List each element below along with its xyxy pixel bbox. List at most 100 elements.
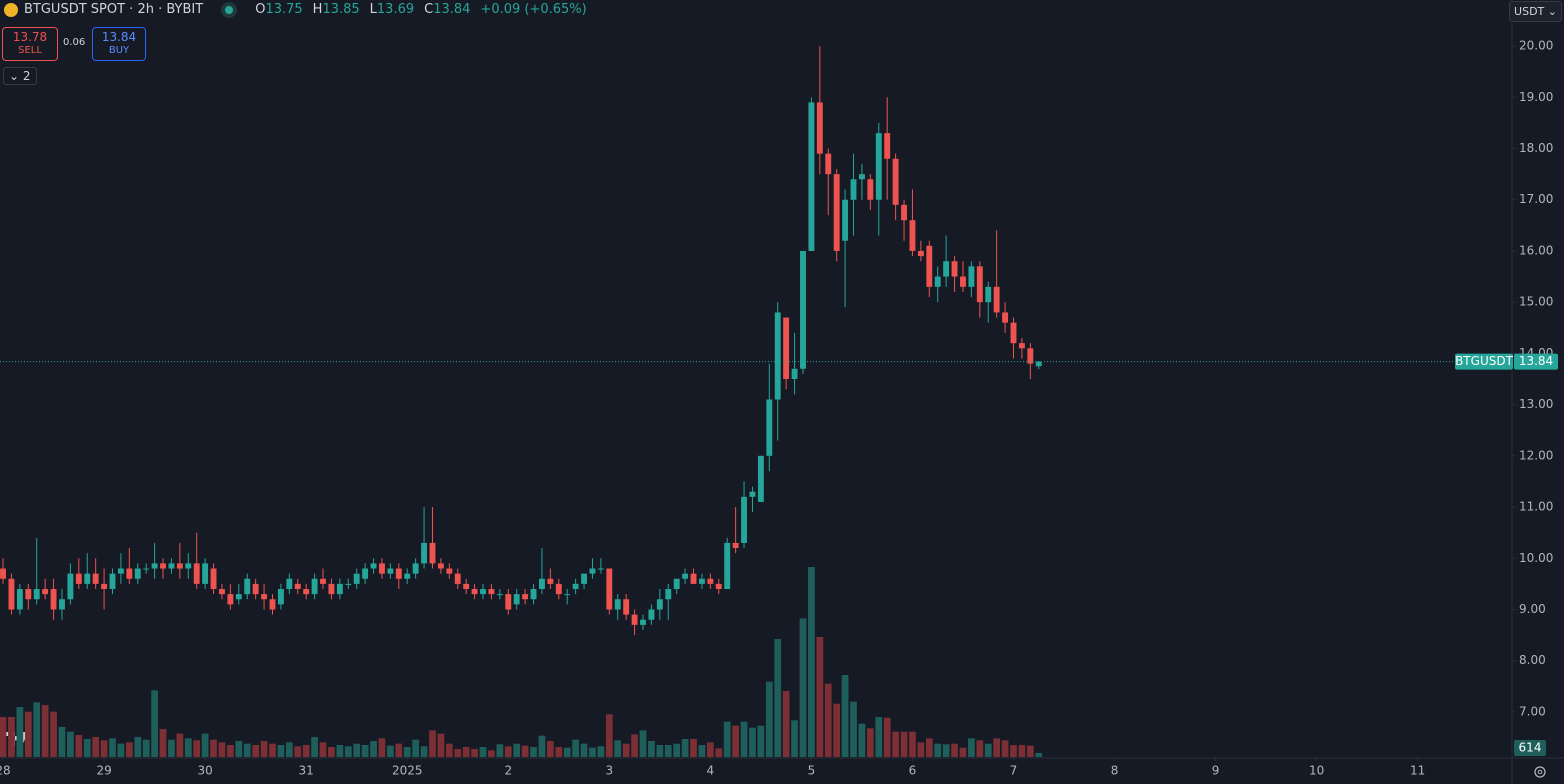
- volume-bar: [269, 743, 276, 757]
- label: O: [255, 2, 266, 17]
- value: 13.69: [376, 2, 415, 17]
- x-tick-label: 11: [1410, 764, 1425, 778]
- buy-button[interactable]: 13.84 BUY: [92, 27, 146, 61]
- candle-body: [715, 583, 722, 590]
- candle-body: [926, 245, 933, 287]
- candle-body: [1002, 312, 1009, 323]
- candle-body: [530, 589, 537, 600]
- volume-bar: [892, 731, 899, 757]
- candle-body: [892, 158, 899, 205]
- volume-bar: [218, 742, 226, 757]
- candle-body: [25, 589, 32, 600]
- volume-bar: [361, 745, 369, 757]
- candle-body: [345, 583, 352, 585]
- volume-bar: [866, 728, 874, 757]
- volume-bar: [294, 746, 302, 757]
- volume-bars: [0, 567, 1043, 757]
- candle-body: [8, 578, 15, 610]
- candle-body: [698, 578, 705, 584]
- candle-body: [934, 276, 941, 287]
- volume-bar: [479, 747, 487, 757]
- volume-bar: [984, 743, 992, 757]
- sell-button[interactable]: 13.78 SELL: [2, 27, 58, 61]
- candle-body: [75, 573, 82, 584]
- candle-body: [395, 568, 402, 579]
- candle-body: [277, 589, 284, 605]
- candle-body: [320, 578, 326, 584]
- y-tick-label: 17.00: [1519, 192, 1553, 206]
- volume-bar: [344, 746, 352, 757]
- currency-selector[interactable]: USDT ⌄: [1509, 1, 1562, 22]
- volume-bar: [403, 747, 411, 757]
- y-tick-label: 9.00: [1519, 602, 1546, 616]
- candle-body: [614, 599, 621, 610]
- candle-body: [219, 589, 225, 595]
- volume-bar: [83, 739, 91, 757]
- x-tick-label: 4: [707, 764, 715, 778]
- volume-bar: [555, 747, 563, 757]
- x-tick-label: 6: [909, 764, 917, 778]
- value: 13.84: [433, 2, 471, 17]
- volume-bar: [8, 717, 15, 757]
- volume-bar: [41, 705, 49, 757]
- volume-bar: [1010, 745, 1017, 757]
- candle-body: [101, 583, 108, 590]
- volume-bar: [538, 735, 546, 757]
- candle-body: [421, 542, 428, 564]
- volume-bar: [656, 745, 664, 757]
- candle-body: [673, 578, 680, 590]
- candle-body: [446, 568, 453, 574]
- volume-bar: [925, 738, 933, 757]
- volume-bar: [100, 740, 108, 757]
- volume-bar: [614, 740, 622, 757]
- symbol[interactable]: BTGUSDT SPOT · 2h · BYBIT: [24, 2, 204, 17]
- volume-bar: [488, 750, 495, 757]
- candle-body: [867, 179, 874, 200]
- x-tick-label: 30: [197, 764, 212, 778]
- candle-body: [682, 573, 689, 579]
- volume-bar: [698, 745, 706, 757]
- volume-bar: [530, 747, 537, 757]
- candle-body: [480, 589, 486, 595]
- volume-bar: [142, 739, 150, 757]
- volume-bar: [24, 711, 32, 757]
- candle-body: [858, 174, 865, 180]
- volume-bar: [151, 690, 158, 757]
- candle-body: [185, 563, 192, 569]
- candle-body: [1035, 361, 1042, 367]
- volume-tag-label: 614: [1519, 741, 1542, 755]
- volume-bar: [993, 738, 1001, 757]
- symbol-tag: [1455, 353, 1513, 370]
- buy-price: 13.84: [101, 30, 137, 44]
- label: L: [369, 2, 377, 17]
- settings-icon[interactable]: [1534, 766, 1546, 778]
- candle-body: [943, 261, 950, 277]
- x-tick-label: 3: [605, 764, 613, 778]
- candle-body: [379, 563, 385, 574]
- candle-body: [581, 573, 587, 584]
- candle-body: [707, 578, 714, 584]
- volume-bar: [412, 739, 420, 757]
- volume-bar: [471, 749, 478, 757]
- y-tick-label: 10.00: [1519, 551, 1553, 565]
- candle-body: [842, 199, 849, 241]
- indicators-toggle[interactable]: ⌄ 2: [3, 67, 37, 85]
- candle-body: [631, 614, 638, 625]
- candle-body: [252, 583, 259, 595]
- candle-body: [909, 220, 916, 251]
- candle-body: [261, 594, 268, 600]
- volume-bar: [765, 681, 773, 757]
- candle-body: [488, 589, 495, 595]
- candles: [0, 46, 1042, 636]
- candle-body: [227, 594, 234, 605]
- candle-body: [496, 594, 503, 596]
- candle-body: [783, 317, 790, 380]
- candle-body: [985, 286, 992, 303]
- volume-bar: [168, 739, 175, 757]
- volume-bar: [496, 744, 504, 757]
- volume-bar: [968, 738, 975, 757]
- volume-bar: [673, 743, 681, 757]
- buy-label: BUY: [108, 45, 130, 56]
- candle-body: [597, 568, 604, 570]
